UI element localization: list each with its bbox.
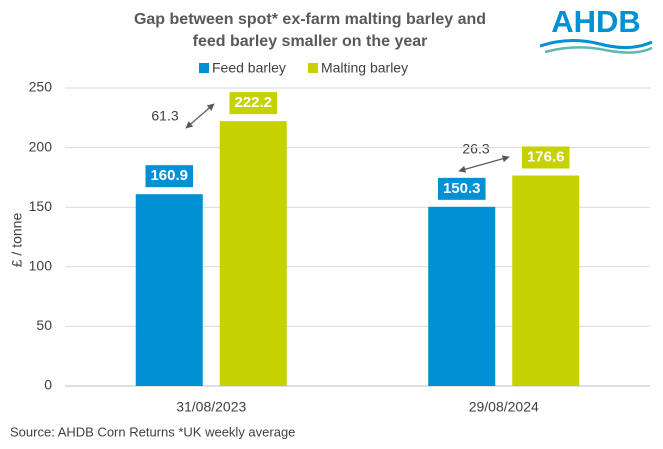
legend-label: Feed barley	[212, 60, 286, 76]
source-note: Source: AHDB Corn Returns *UK weekly ave…	[10, 424, 295, 439]
value-label: 160.9	[150, 167, 188, 184]
y-tick-label: 150	[29, 198, 53, 214]
legend-label: Malting barley	[321, 60, 408, 76]
y-tick-label: 100	[29, 258, 53, 274]
annotation: 61.3	[151, 108, 178, 124]
value-label-box	[229, 92, 278, 115]
y-tick-label: 200	[29, 138, 53, 154]
y-tick-label: 50	[36, 317, 52, 333]
value-label: 222.2	[234, 94, 272, 111]
bar	[135, 194, 203, 386]
logo: AHDB	[539, 4, 653, 54]
y-tick-label: 0	[44, 377, 52, 393]
logo-text: AHDB	[551, 4, 641, 39]
x-tick-label: 31/08/2023	[176, 399, 246, 415]
value-label-box	[145, 165, 194, 188]
legend-swatch	[307, 63, 318, 73]
y-axis-label: £ / tonne	[9, 213, 25, 268]
value-label-box	[521, 146, 570, 169]
annotation: 26.3	[462, 141, 489, 157]
x-tick-label: 29/08/2024	[469, 399, 539, 415]
logo-wave	[539, 39, 653, 49]
legend-swatch	[199, 63, 209, 73]
bar	[219, 121, 287, 386]
value-label: 176.6	[527, 148, 565, 165]
chart-title: Gap between spot* ex-farm malting barley…	[134, 11, 486, 28]
gap-arrow	[458, 155, 510, 173]
logo-wave	[544, 46, 653, 54]
gap-arrow	[185, 103, 215, 129]
value-label: 150.3	[443, 180, 481, 197]
chart-title: feed barley smaller on the year	[193, 33, 428, 50]
value-label-box	[437, 177, 486, 200]
bar	[428, 206, 496, 386]
y-tick-label: 250	[29, 79, 53, 95]
bar	[512, 175, 580, 386]
